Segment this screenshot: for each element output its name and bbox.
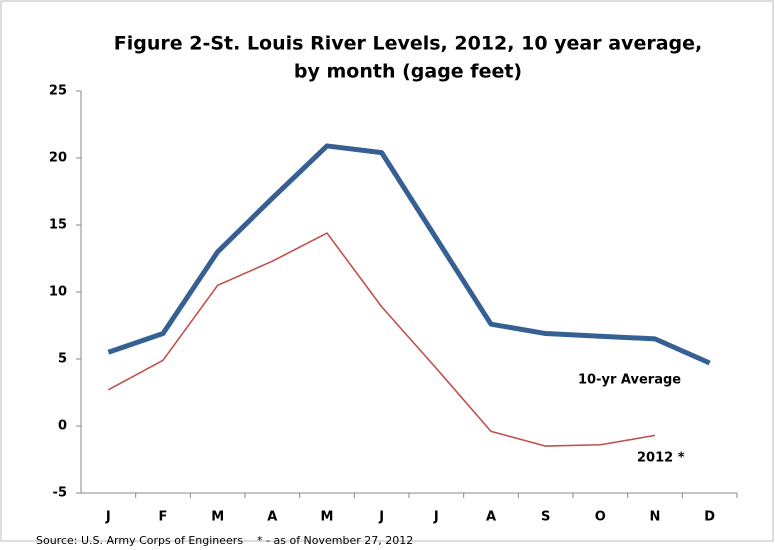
y-tick-label: 20 <box>49 151 67 166</box>
data-line <box>107 143 711 366</box>
x-tick-label: M <box>211 510 224 525</box>
y-tick-label: 15 <box>49 218 67 233</box>
x-tick-label: N <box>650 510 661 525</box>
y-tick-label: -5 <box>53 486 67 501</box>
x-tick-label: A <box>486 510 496 525</box>
data-line <box>107 232 656 447</box>
y-tick-label: 0 <box>58 419 67 434</box>
x-tick-label: J <box>433 510 439 525</box>
chart-title: Figure 2-St. Louis River Levels, 2012, 1… <box>114 33 702 55</box>
x-tick-label: D <box>704 510 715 525</box>
series-label: 2012 * <box>637 451 685 466</box>
series-label: 10-yr Average <box>578 373 681 388</box>
x-tick-label: S <box>541 510 550 525</box>
chart-title: by month (gage feet) <box>294 61 522 83</box>
y-tick-label: 25 <box>49 84 67 99</box>
x-tick-label: F <box>159 510 168 525</box>
x-tick-label: J <box>105 510 111 525</box>
x-tick-label: O <box>595 510 606 525</box>
x-tick-label: A <box>267 510 277 525</box>
x-tick-label: J <box>378 510 384 525</box>
y-tick-label: 10 <box>49 285 67 300</box>
x-tick-label: M <box>321 510 334 525</box>
source-note: Source: U.S. Army Corps of Engineers * -… <box>36 534 413 547</box>
y-tick-label: 5 <box>58 352 67 367</box>
